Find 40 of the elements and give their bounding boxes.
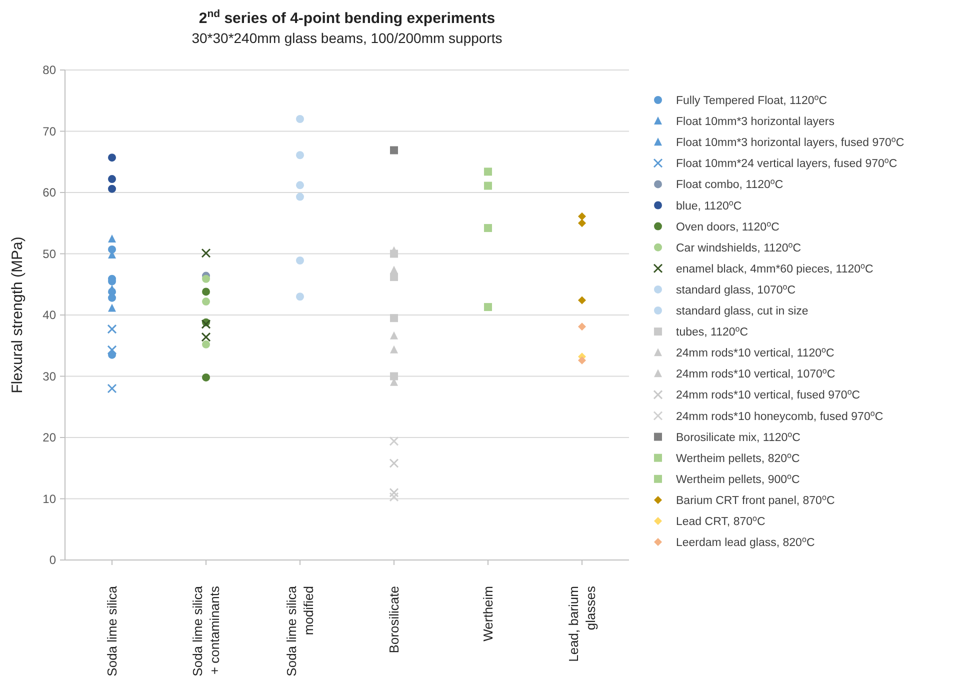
- legend-label: Wertheim pellets, 820$^{o}$C: [676, 450, 800, 465]
- legend-label: Fully Tempered Float, 1120$^{o}$C: [676, 92, 828, 108]
- x-tick-label: Wertheim: [480, 586, 496, 642]
- y-tick-label: 20: [42, 430, 56, 445]
- x-tick-label: Borosilicate: [386, 586, 402, 654]
- y-axis-title: Flexural strength (MPa): [9, 236, 26, 394]
- legend-label: Float 10mm*3 horizontal layers: [676, 116, 835, 128]
- y-tick-label: 50: [42, 246, 56, 261]
- chart-title: 2$^{nd}$ series of 4-point bending experiments: [198, 8, 496, 27]
- legend-label: Wertheim pellets, 900$^{o}$C: [676, 471, 800, 486]
- legend-label: 24mm rods*10 honeycomb, fused 970$^{o}$C: [676, 408, 884, 423]
- legend-label: Oven doors, 1120$^{o}$C: [676, 218, 780, 234]
- y-tick-label: 40: [42, 308, 56, 322]
- legend-label: standard glass, cut in size: [676, 306, 808, 318]
- legend-label: blue, 1120$^{o}$C: [676, 198, 742, 212]
- legend-label: Float combo, 1120$^{o}$C: [676, 176, 784, 192]
- x-tick-label: Soda lime silica: [104, 585, 120, 676]
- y-tick-label: 30: [42, 369, 56, 384]
- legend-label: 24mm rods*10 vertical, 1070$^{o}$C: [676, 366, 836, 381]
- x-tick-label: Soda lime silica modified: [284, 585, 316, 676]
- legend-label: Float 10mm*3 horizontal layers, fused 970$^{o}$C: [676, 134, 904, 150]
- y-tick-label: 10: [42, 492, 56, 506]
- legend-label: Lead CRT, 870$^{o}$C: [676, 514, 766, 528]
- legend-label: Float 10mm*24 vertical layers, fused 970$^{o}$C: [676, 156, 898, 170]
- legend-label: 24mm rods*10 vertical, fused 970$^{o}$C: [676, 387, 860, 402]
- legend-label: Car windshields, 1120$^{o}$C: [676, 240, 802, 254]
- legend-label: standard glass, 1070$^{o}$C: [676, 282, 796, 296]
- y-tick-label: 60: [42, 186, 56, 200]
- legend-label: Borosilicate mix, 1120$^{o}$C: [676, 429, 800, 444]
- legend-label: 24mm rods*10 vertical, 1120$^{o}$C: [676, 345, 834, 360]
- x-tick-label: Lead, barium glasses: [566, 586, 598, 662]
- y-tick-label: 70: [42, 124, 56, 138]
- y-tick-label: 80: [42, 63, 56, 78]
- legend-label: tubes, 1120$^{o}$C: [676, 324, 748, 339]
- y-tick-label: 0: [49, 553, 56, 568]
- legend-label: enamel black, 4mm*60 pieces, 1120$^{o}$C: [676, 260, 874, 276]
- legend-label: Leerdam lead glass, 820$^{o}$C: [676, 534, 815, 550]
- x-tick-label: Soda lime silica + contaminants: [190, 585, 222, 676]
- legend-label: Barium CRT front panel, 870$^{o}$C: [676, 492, 835, 507]
- chart-subtitle: 30*30*240mm glass beams, 100/200mm supports: [192, 30, 502, 46]
